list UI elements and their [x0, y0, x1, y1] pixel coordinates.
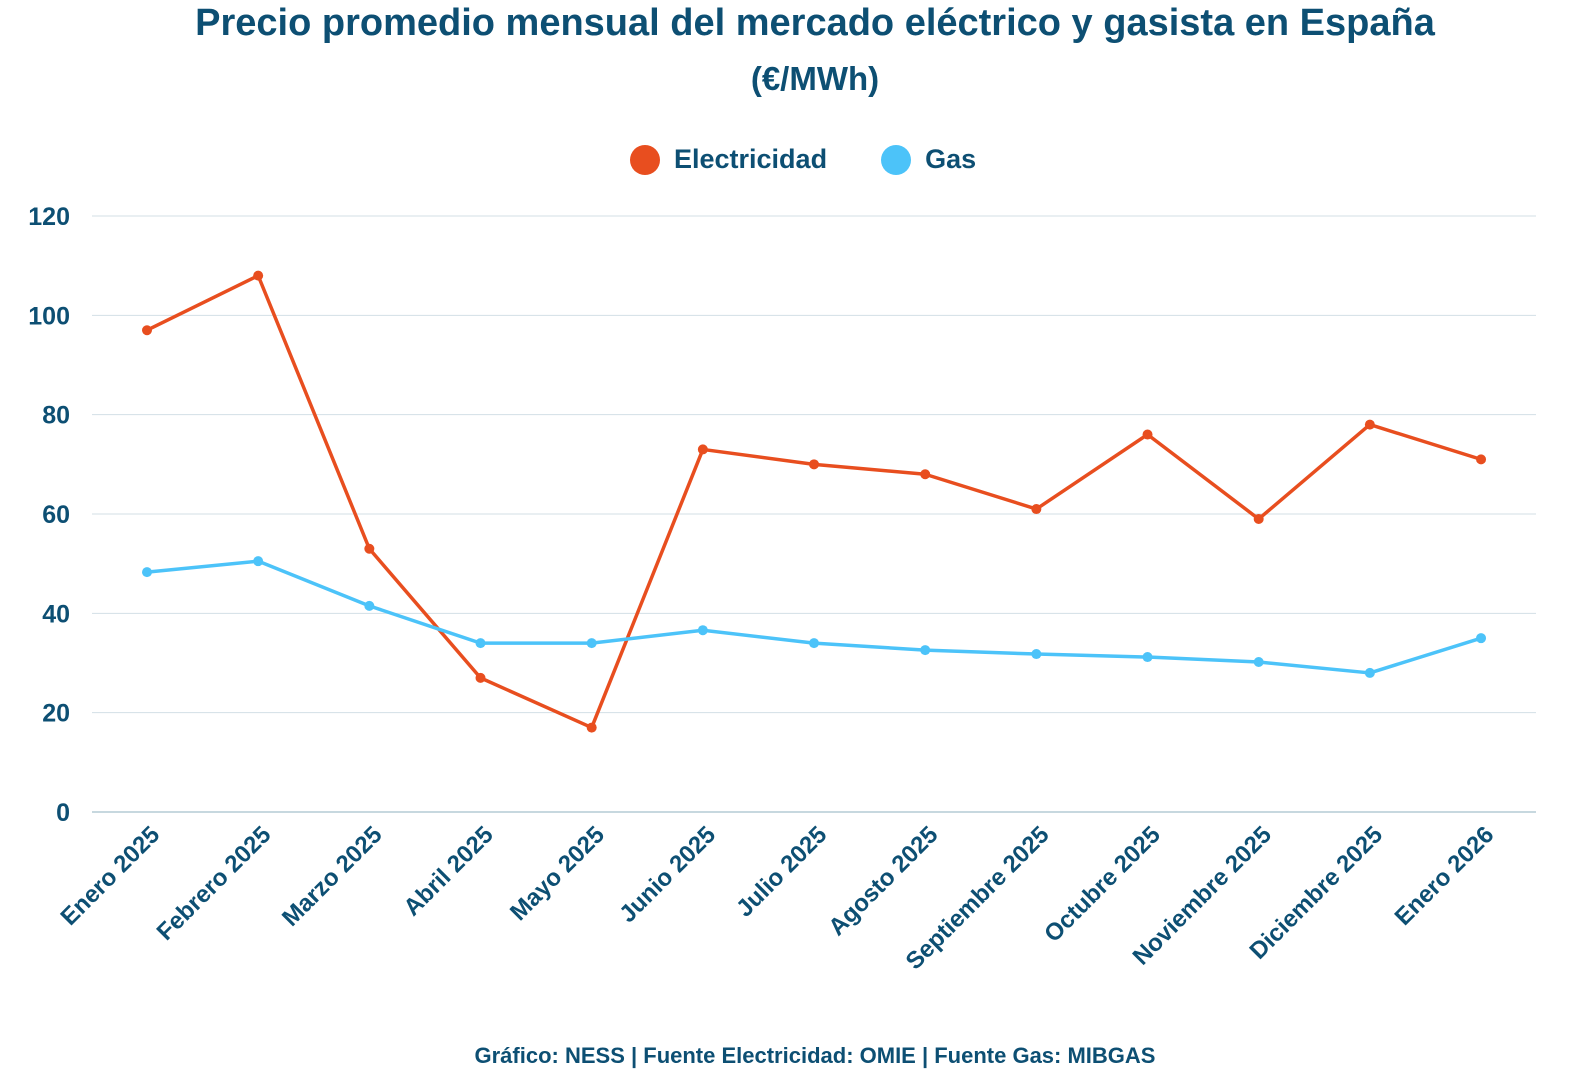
legend-label-gas: Gas [925, 144, 977, 174]
legend-label-electricidad: Electricidad [674, 144, 828, 174]
data-point-electricidad [1253, 513, 1264, 524]
data-point-gas [253, 556, 264, 567]
x-tick-label: Mayo 2025 [505, 821, 610, 926]
legend: Electricidad Gas [630, 144, 1030, 175]
x-tick-label: Enero 2026 [1390, 821, 1500, 931]
y-tick-label: 100 [28, 302, 70, 330]
data-point-gas [1253, 657, 1264, 668]
data-point-electricidad [1476, 454, 1487, 465]
chart-subtitle: (€/MWh) [750, 60, 880, 97]
data-point-gas [364, 600, 375, 611]
data-point-electricidad [697, 444, 708, 455]
data-point-gas [1476, 633, 1487, 644]
data-point-gas [142, 567, 152, 578]
x-tick-label: Marzo 2025 [277, 821, 388, 932]
data-point-electricidad [475, 672, 486, 683]
data-point-electricidad [586, 722, 597, 733]
data-point-electricidad [1364, 419, 1375, 430]
series-line-gas [146, 559, 1482, 675]
data-point-electricidad [253, 270, 264, 281]
y-tick-label: 20 [42, 700, 70, 728]
y-tick-label: 80 [42, 402, 70, 430]
data-point-gas [1031, 649, 1042, 660]
data-point-electricidad [1031, 504, 1042, 515]
x-tick-label: Abril 2025 [399, 821, 499, 921]
data-point-gas [1142, 652, 1153, 663]
data-point-gas [809, 638, 820, 649]
y-tick-label: 40 [42, 600, 70, 628]
data-point-gas [475, 638, 486, 649]
data-point-electricidad [920, 469, 931, 480]
data-point-gas [920, 645, 931, 656]
legend-marker-gas [881, 144, 912, 175]
data-point-electricidad [809, 459, 820, 470]
y-tick-label: 120 [28, 203, 70, 231]
x-tick-label: Junio 2025 [614, 821, 721, 928]
y-tick-label: 60 [42, 501, 70, 529]
source-note: Gráfico: NESS | Fuente Electricidad: OMI… [474, 1043, 1156, 1068]
legend-item-gas: Gas [881, 144, 976, 175]
data-point-electricidad [142, 325, 152, 336]
x-tick-label: Julio 2025 [731, 821, 832, 922]
x-tick-label: Agosto 2025 [823, 821, 943, 941]
chart-title: Precio promedio mensual del mercado eléc… [195, 2, 1435, 44]
data-point-electricidad [1142, 429, 1153, 440]
legend-item-electricidad: Electricidad [630, 144, 827, 175]
x-tick-label: Octubre 2025 [1039, 821, 1166, 948]
series-line-electricidad [146, 273, 1482, 730]
data-point-electricidad [364, 543, 375, 554]
x-tick-label: Enero 2025 [56, 821, 166, 931]
data-point-gas [697, 625, 708, 636]
legend-marker-electricidad [630, 144, 660, 175]
y-tick-label: 0 [56, 799, 70, 827]
data-point-gas [586, 638, 597, 649]
x-tick-label: Febrero 2025 [152, 821, 277, 946]
data-point-gas [1364, 667, 1375, 678]
